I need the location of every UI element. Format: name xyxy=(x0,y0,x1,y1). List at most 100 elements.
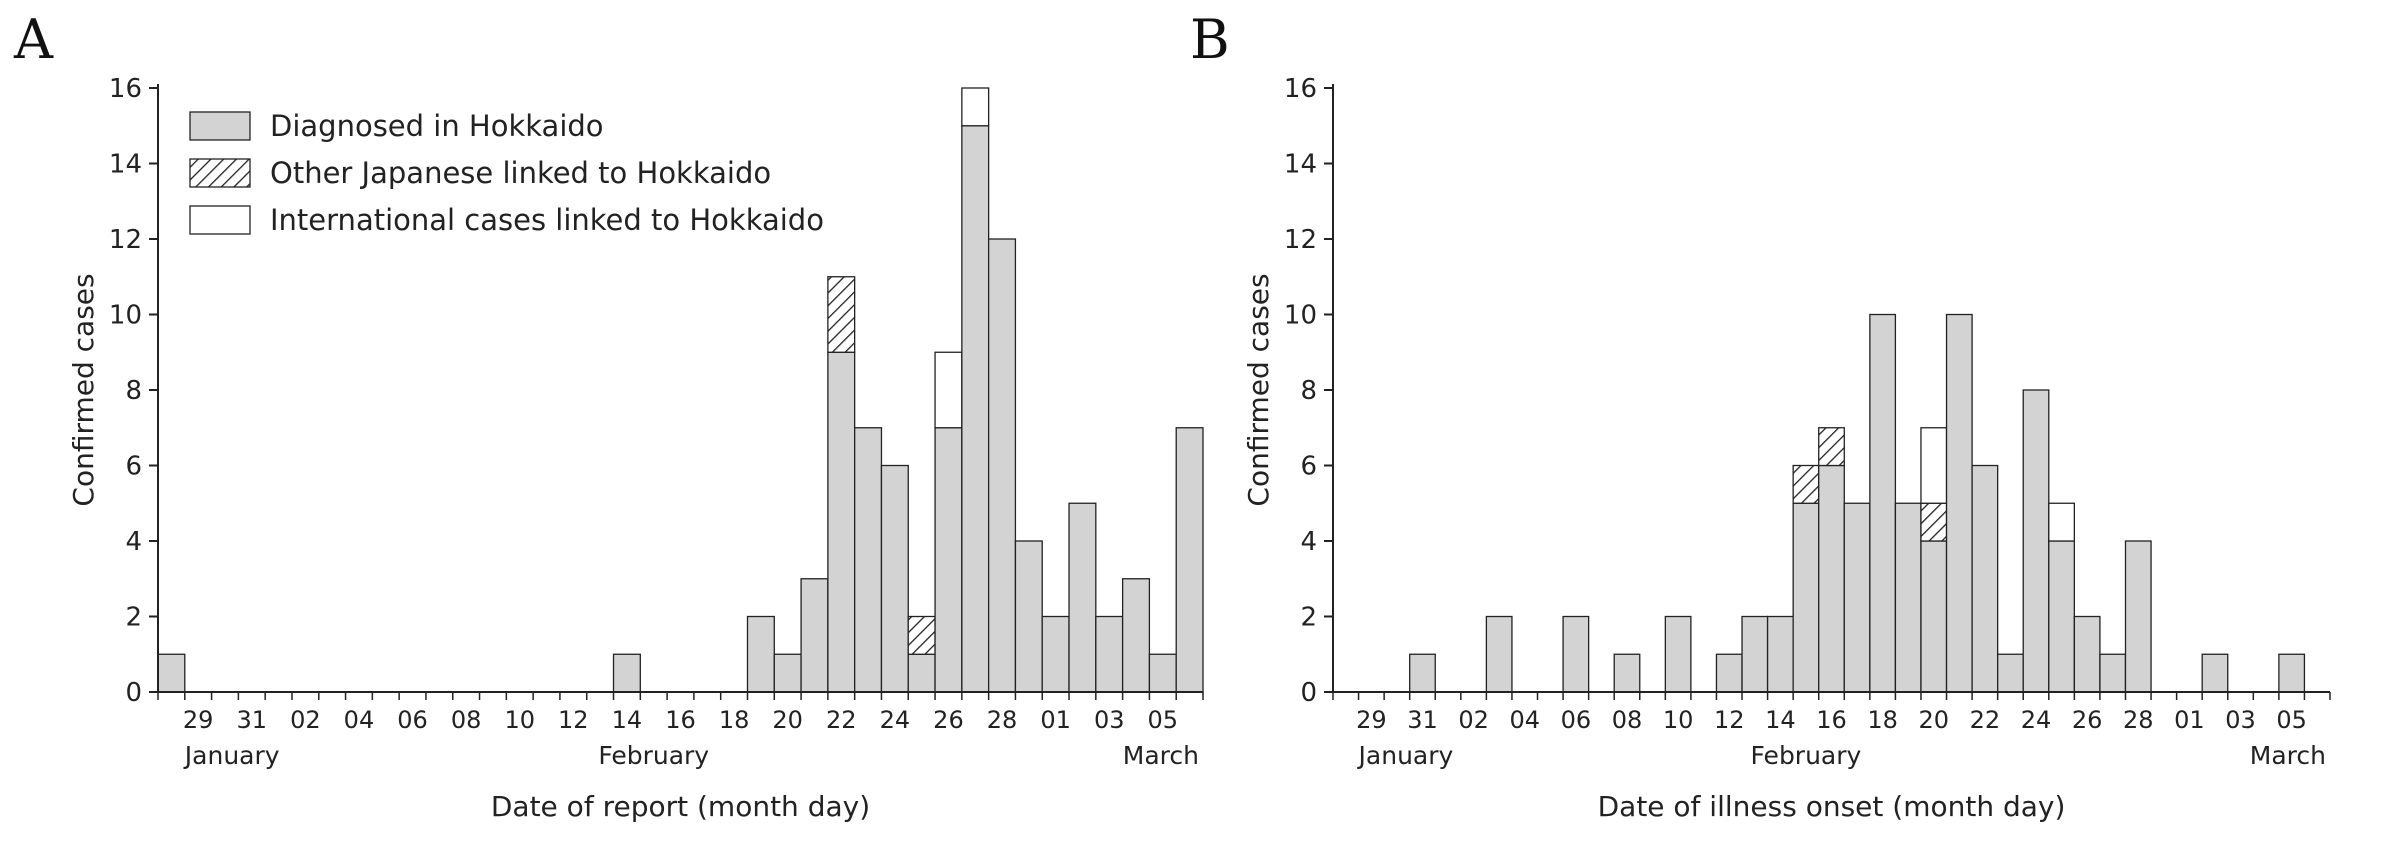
bar-01-28-diagnosed-in-hokkaido xyxy=(157,653,186,693)
x-tick-label: 08 xyxy=(451,706,482,734)
bar-02-21-diagnosed-in-hokkaido xyxy=(800,578,829,693)
month-label: March xyxy=(2250,741,2326,770)
month-label: March xyxy=(1123,741,1199,770)
bar-02-13-diagnosed-in-hokkaido xyxy=(1741,615,1769,693)
x-tick-label: 06 xyxy=(1561,706,1592,734)
bar-03-05-diagnosed-in-hokkaido xyxy=(1148,653,1177,693)
bar-02-16-other-japanese-linked-to-hokkaido xyxy=(1818,427,1845,467)
bar-02-27-international-cases-linked-to-hokkaido xyxy=(961,87,990,127)
x-tick-label: 22 xyxy=(1970,706,2001,734)
x-tick-label: 31 xyxy=(1407,706,1438,734)
bar-02-24-diagnosed-in-hokkaido xyxy=(880,464,909,693)
y-tick-label: 6 xyxy=(125,452,142,482)
legend-label: Diagnosed in Hokkaido xyxy=(270,109,604,143)
bar-02-22-diagnosed-in-hokkaido xyxy=(827,351,856,693)
x-axis-title: Date of report (month day) xyxy=(491,790,870,823)
y-tick-label: 0 xyxy=(125,678,142,708)
month-label: January xyxy=(183,741,280,770)
bar-02-28-diagnosed-in-hokkaido xyxy=(987,238,1017,693)
bar-02-18-diagnosed-in-hokkaido xyxy=(1869,313,1897,693)
x-tick-label: 14 xyxy=(612,706,643,734)
y-tick-label: 12 xyxy=(109,225,142,255)
y-tick-label: 4 xyxy=(1300,527,1317,557)
y-axis-title: Confirmed cases xyxy=(1242,273,1275,506)
bar-03-06-diagnosed-in-hokkaido xyxy=(1175,427,1204,693)
bar-03-03-diagnosed-in-hokkaido xyxy=(1095,615,1124,693)
y-tick-label: 12 xyxy=(1284,225,1317,255)
x-tick-label: 08 xyxy=(1612,706,1643,734)
bar-02-27-diagnosed-in-hokkaido xyxy=(2099,653,2127,693)
bar-02-29-diagnosed-in-hokkaido xyxy=(1014,540,1043,693)
y-tick-label: 8 xyxy=(1300,376,1317,406)
bar-02-03-diagnosed-in-hokkaido xyxy=(1485,615,1513,693)
bar-02-17-diagnosed-in-hokkaido xyxy=(1843,502,1871,693)
legend-swatch xyxy=(189,158,251,188)
y-tick-label: 16 xyxy=(1284,74,1317,104)
y-tick-label: 14 xyxy=(109,150,142,180)
y-tick-label: 4 xyxy=(125,527,142,557)
x-tick-label: 01 xyxy=(2174,706,2205,734)
x-tick-label: 05 xyxy=(2276,706,2307,734)
x-tick-label: 03 xyxy=(1094,706,1125,734)
x-tick-label: 18 xyxy=(719,706,750,734)
bar-02-22-diagnosed-in-hokkaido xyxy=(1971,464,1999,693)
bar-02-14-diagnosed-in-hokkaido xyxy=(1766,615,1794,693)
bar-02-15-diagnosed-in-hokkaido xyxy=(1792,502,1820,693)
bar-03-02-diagnosed-in-hokkaido xyxy=(2201,653,2229,693)
x-tick-label: 16 xyxy=(1816,706,1847,734)
bar-02-24-diagnosed-in-hokkaido xyxy=(2022,389,2050,693)
bar-02-25-international-cases-linked-to-hokkaido xyxy=(2048,502,2076,542)
legend-swatch xyxy=(189,205,251,235)
x-tick-label: 03 xyxy=(2225,706,2256,734)
x-tick-label: 06 xyxy=(397,706,428,734)
bar-02-08-diagnosed-in-hokkaido xyxy=(1613,653,1641,693)
x-tick-label: 26 xyxy=(933,706,964,734)
x-tick-label: 02 xyxy=(1458,706,1489,734)
x-tick-label: 05 xyxy=(1148,706,1179,734)
x-tick-label: 02 xyxy=(290,706,321,734)
x-tick-label: 10 xyxy=(504,706,535,734)
bar-02-20-diagnosed-in-hokkaido xyxy=(1920,540,1948,693)
bar-02-25-other-japanese-linked-to-hokkaido xyxy=(907,615,936,655)
x-tick-label: 01 xyxy=(1040,706,1071,734)
y-tick-label: 6 xyxy=(1300,452,1317,482)
bar-02-19-diagnosed-in-hokkaido xyxy=(1894,502,1922,693)
bar-02-20-other-japanese-linked-to-hokkaido xyxy=(1920,502,1948,542)
x-tick-label: 18 xyxy=(1867,706,1898,734)
bar-03-04-diagnosed-in-hokkaido xyxy=(1121,578,1151,693)
legend-label: International cases linked to Hokkaido xyxy=(270,203,824,237)
bar-02-28-diagnosed-in-hokkaido xyxy=(2124,540,2152,693)
bar-02-10-diagnosed-in-hokkaido xyxy=(1664,615,1692,693)
x-tick-label: 24 xyxy=(2021,706,2052,734)
x-tick-label: 12 xyxy=(558,706,589,734)
bar-02-26-international-cases-linked-to-hokkaido xyxy=(934,351,963,429)
x-tick-label: 26 xyxy=(2072,706,2103,734)
legend-swatch xyxy=(189,111,251,141)
legend-label: Other Japanese linked to Hokkaido xyxy=(270,156,771,190)
x-tick-label: 20 xyxy=(1918,706,1949,734)
y-axis-title: Confirmed cases xyxy=(67,273,100,506)
x-tick-label: 14 xyxy=(1765,706,1796,734)
month-label: February xyxy=(598,741,709,770)
y-tick-label: 8 xyxy=(125,376,142,406)
x-tick-label: 28 xyxy=(2123,706,2154,734)
bar-02-22-other-japanese-linked-to-hokkaido xyxy=(827,276,856,353)
bar-02-15-other-japanese-linked-to-hokkaido xyxy=(1792,464,1820,504)
bar-02-20-international-cases-linked-to-hokkaido xyxy=(1920,427,1948,504)
x-tick-label: 20 xyxy=(772,706,803,734)
y-tick-label: 2 xyxy=(1300,603,1317,633)
bar-02-16-diagnosed-in-hokkaido xyxy=(1818,464,1845,693)
y-tick-label: 16 xyxy=(109,74,142,104)
bar-02-19-diagnosed-in-hokkaido xyxy=(746,615,775,693)
x-tick-label: 29 xyxy=(1356,706,1387,734)
bar-03-01-diagnosed-in-hokkaido xyxy=(1041,615,1070,693)
bar-02-12-diagnosed-in-hokkaido xyxy=(1715,653,1743,693)
bar-02-23-diagnosed-in-hokkaido xyxy=(854,427,883,693)
panel-letter: B xyxy=(1190,8,1230,71)
month-label: February xyxy=(1751,741,1862,770)
bar-02-23-diagnosed-in-hokkaido xyxy=(1997,653,2024,693)
bar-02-26-diagnosed-in-hokkaido xyxy=(2073,615,2101,693)
y-tick-label: 14 xyxy=(1284,150,1317,180)
x-tick-label: 28 xyxy=(987,706,1018,734)
y-tick-label: 10 xyxy=(109,301,142,331)
